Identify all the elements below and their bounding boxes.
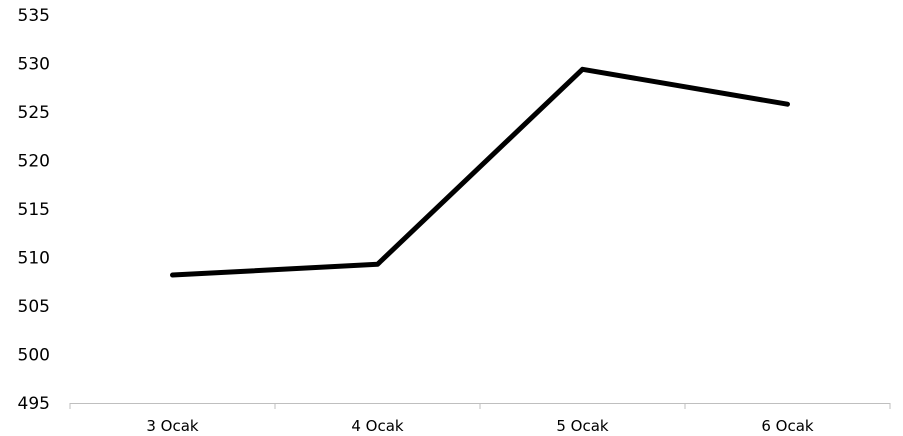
y-tick-label: 505 bbox=[18, 297, 50, 317]
x-tick-label: 3 Ocak bbox=[146, 417, 199, 435]
y-tick-label: 495 bbox=[18, 394, 50, 414]
series-line bbox=[170, 66, 790, 278]
y-tick-label: 535 bbox=[18, 6, 50, 26]
x-tick-label: 5 Ocak bbox=[556, 417, 609, 435]
y-tick-label: 510 bbox=[18, 249, 50, 269]
x-tick-label: 4 Ocak bbox=[351, 417, 404, 435]
y-tick-label: 520 bbox=[18, 152, 50, 172]
x-tick-label: 6 Ocak bbox=[761, 417, 814, 435]
y-axis-labels: 495 500 505 510 515 520 525 530 535 bbox=[18, 6, 50, 414]
x-axis-ticks bbox=[69, 403, 891, 409]
y-tick-label: 525 bbox=[18, 103, 50, 123]
x-axis-labels: 3 Ocak 4 Ocak 5 Ocak 6 Ocak bbox=[146, 417, 814, 435]
series-layer bbox=[170, 66, 790, 278]
y-tick-label: 500 bbox=[18, 346, 50, 366]
y-tick-label: 530 bbox=[18, 55, 50, 75]
y-tick-label: 515 bbox=[18, 200, 50, 220]
